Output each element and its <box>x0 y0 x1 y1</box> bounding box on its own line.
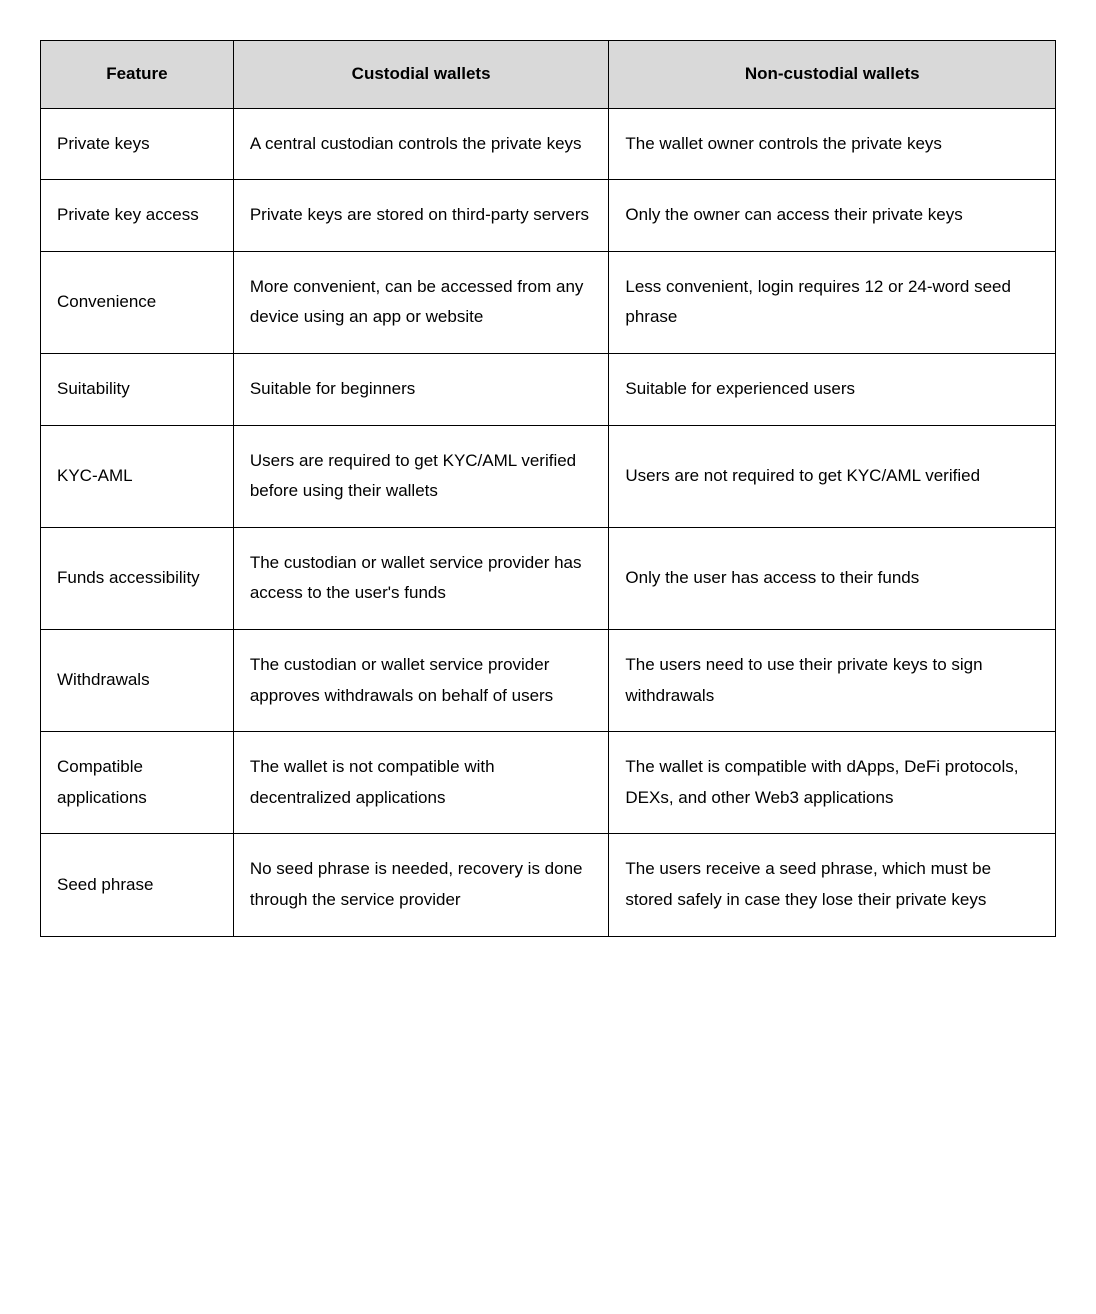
table-header-row: Feature Custodial wallets Non-custodial … <box>41 41 1056 109</box>
cell-custodial: Suitable for beginners <box>233 353 609 425</box>
cell-custodial: No seed phrase is needed, recovery is do… <box>233 834 609 936</box>
table-row: Private key access Private keys are stor… <box>41 180 1056 252</box>
table-row: Compatible applications The wallet is no… <box>41 732 1056 834</box>
cell-noncustodial: Only the owner can access their private … <box>609 180 1056 252</box>
cell-noncustodial: The wallet is compatible with dApps, DeF… <box>609 732 1056 834</box>
table-row: Private keys A central custodian control… <box>41 108 1056 180</box>
cell-noncustodial: Users are not required to get KYC/AML ve… <box>609 425 1056 527</box>
cell-feature: Funds accessibility <box>41 527 234 629</box>
cell-feature: Suitability <box>41 353 234 425</box>
cell-feature: Withdrawals <box>41 629 234 731</box>
table-row: Seed phrase No seed phrase is needed, re… <box>41 834 1056 936</box>
cell-custodial: More convenient, can be accessed from an… <box>233 251 609 353</box>
cell-feature: Private keys <box>41 108 234 180</box>
table-row: Convenience More convenient, can be acce… <box>41 251 1056 353</box>
cell-feature: Seed phrase <box>41 834 234 936</box>
table-row: Funds accessibility The custodian or wal… <box>41 527 1056 629</box>
cell-noncustodial: Suitable for experienced users <box>609 353 1056 425</box>
cell-custodial: Private keys are stored on third-party s… <box>233 180 609 252</box>
cell-feature: Compatible applications <box>41 732 234 834</box>
wallet-comparison-table: Feature Custodial wallets Non-custodial … <box>40 40 1056 937</box>
table-row: KYC-AML Users are required to get KYC/AM… <box>41 425 1056 527</box>
cell-custodial: The wallet is not compatible with decent… <box>233 732 609 834</box>
cell-feature: Convenience <box>41 251 234 353</box>
cell-noncustodial: The users need to use their private keys… <box>609 629 1056 731</box>
cell-noncustodial: The users receive a seed phrase, which m… <box>609 834 1056 936</box>
cell-custodial: Users are required to get KYC/AML verifi… <box>233 425 609 527</box>
cell-custodial: The custodian or wallet service provider… <box>233 527 609 629</box>
cell-noncustodial: Only the user has access to their funds <box>609 527 1056 629</box>
table-row: Suitability Suitable for beginners Suita… <box>41 353 1056 425</box>
cell-noncustodial: Less convenient, login requires 12 or 24… <box>609 251 1056 353</box>
table-row: Withdrawals The custodian or wallet serv… <box>41 629 1056 731</box>
cell-feature: Private key access <box>41 180 234 252</box>
cell-noncustodial: The wallet owner controls the private ke… <box>609 108 1056 180</box>
column-header-noncustodial: Non-custodial wallets <box>609 41 1056 109</box>
cell-feature: KYC-AML <box>41 425 234 527</box>
cell-custodial: A central custodian controls the private… <box>233 108 609 180</box>
column-header-feature: Feature <box>41 41 234 109</box>
column-header-custodial: Custodial wallets <box>233 41 609 109</box>
cell-custodial: The custodian or wallet service provider… <box>233 629 609 731</box>
